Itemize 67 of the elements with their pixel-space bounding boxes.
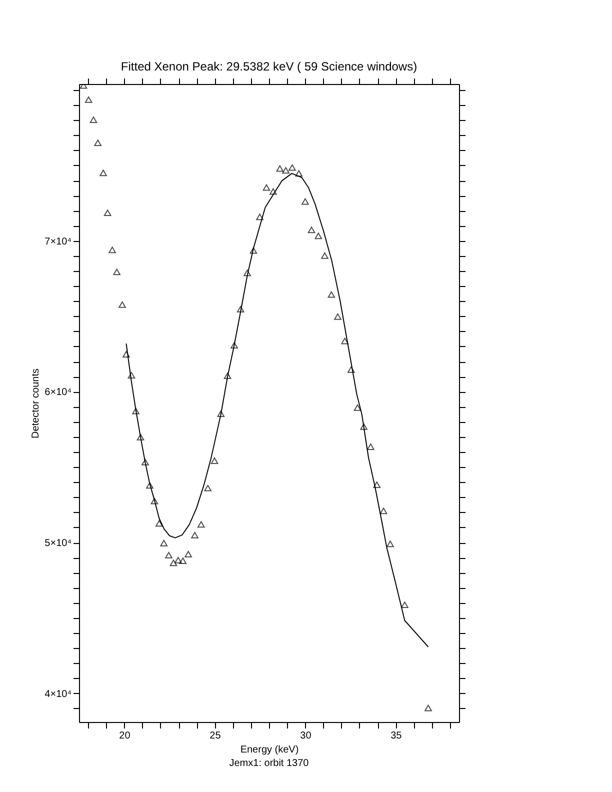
point bbox=[282, 167, 290, 174]
point bbox=[165, 552, 172, 558]
point bbox=[128, 372, 136, 378]
point bbox=[250, 247, 258, 254]
point bbox=[236, 306, 244, 312]
y-tick-label: 6×10⁴ bbox=[44, 387, 72, 398]
point bbox=[84, 96, 92, 103]
point bbox=[210, 458, 218, 464]
point bbox=[354, 404, 362, 411]
point bbox=[113, 268, 120, 276]
point bbox=[156, 520, 163, 527]
y-axis-title: Detector counts bbox=[30, 368, 42, 439]
x-axis-title: Energy (keV) bbox=[240, 744, 299, 756]
text: Jemx1: orbit 1370 bbox=[229, 758, 310, 769]
point bbox=[424, 704, 432, 712]
point bbox=[302, 198, 309, 205]
point bbox=[386, 540, 394, 548]
point bbox=[136, 434, 144, 440]
point bbox=[360, 423, 368, 430]
point bbox=[347, 366, 355, 373]
point bbox=[160, 540, 168, 546]
point bbox=[328, 291, 336, 298]
point bbox=[276, 165, 284, 172]
point bbox=[132, 408, 140, 414]
point bbox=[321, 252, 328, 259]
point bbox=[94, 140, 102, 146]
point bbox=[184, 550, 192, 558]
y-tick-label: 7×10⁴ bbox=[44, 236, 72, 248]
point bbox=[367, 444, 374, 450]
point bbox=[104, 210, 112, 216]
point bbox=[314, 232, 322, 240]
point bbox=[308, 226, 316, 234]
point bbox=[204, 484, 212, 492]
point bbox=[244, 270, 251, 276]
point bbox=[230, 342, 238, 348]
point bbox=[401, 602, 408, 608]
point bbox=[146, 482, 154, 489]
point bbox=[295, 170, 303, 177]
x-tick-label: 30 bbox=[300, 730, 312, 742]
x-tick-label: 20 bbox=[119, 730, 131, 742]
point bbox=[373, 482, 381, 488]
point bbox=[191, 532, 198, 538]
x-tick-label: 35 bbox=[390, 730, 402, 742]
point bbox=[262, 184, 270, 191]
point bbox=[217, 410, 225, 417]
point bbox=[100, 170, 107, 176]
point bbox=[334, 313, 342, 320]
point bbox=[179, 558, 187, 564]
chart-title: Fitted Xenon Peak: 29.5382 keV ( 59 Science windows) bbox=[120, 60, 418, 74]
y-tick-label: 5×10⁴ bbox=[44, 538, 72, 550]
point bbox=[118, 301, 126, 308]
point bbox=[224, 372, 232, 379]
point bbox=[150, 498, 158, 504]
point bbox=[108, 246, 116, 254]
point bbox=[380, 508, 388, 514]
point bbox=[122, 351, 130, 358]
point bbox=[288, 164, 296, 171]
point bbox=[256, 214, 264, 220]
point bbox=[170, 560, 178, 566]
point bbox=[270, 188, 277, 195]
point bbox=[197, 521, 205, 528]
point bbox=[341, 338, 348, 344]
point bbox=[90, 116, 98, 123]
point bbox=[142, 458, 149, 466]
x-tick-label: 25 bbox=[210, 730, 222, 742]
y-tick-label: 4×10⁴ bbox=[44, 688, 72, 700]
point bbox=[174, 556, 182, 564]
